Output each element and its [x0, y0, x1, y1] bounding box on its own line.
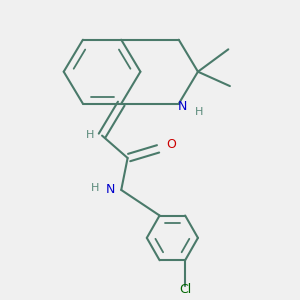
- Text: H: H: [86, 130, 94, 140]
- Text: N: N: [105, 183, 115, 196]
- Text: H: H: [195, 106, 204, 117]
- Text: H: H: [91, 183, 99, 194]
- Text: O: O: [166, 138, 176, 151]
- Text: Cl: Cl: [180, 283, 192, 296]
- Text: N: N: [178, 100, 187, 113]
